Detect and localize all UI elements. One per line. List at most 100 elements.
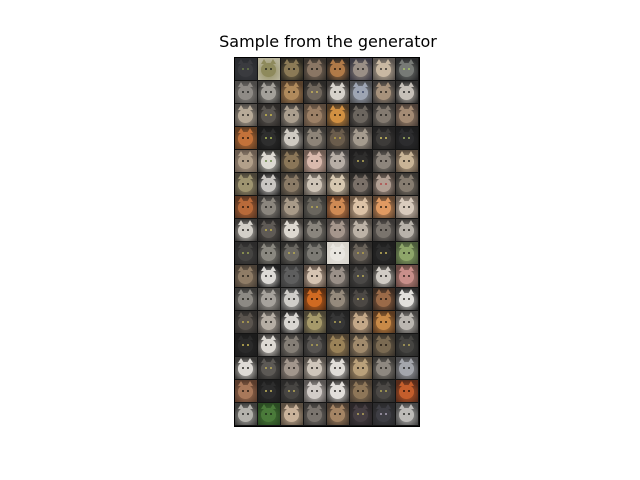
cat-eye bbox=[293, 390, 295, 392]
cat-eye bbox=[265, 321, 267, 323]
cat-ear bbox=[353, 266, 359, 271]
cat-eye bbox=[288, 367, 290, 369]
sample-image bbox=[281, 150, 303, 172]
sample-image bbox=[350, 81, 372, 103]
cat-ear bbox=[385, 381, 391, 386]
sample-image bbox=[373, 334, 395, 356]
cat-eye bbox=[270, 91, 272, 93]
cat-eye bbox=[403, 413, 405, 415]
cat-eye bbox=[311, 137, 313, 139]
sample-image bbox=[327, 403, 349, 425]
cat-face bbox=[238, 155, 253, 169]
cat-ear bbox=[316, 59, 322, 64]
cat-ear bbox=[284, 243, 290, 248]
cat-ear bbox=[399, 197, 405, 202]
cat-face bbox=[399, 63, 414, 77]
cat-ear bbox=[376, 243, 382, 248]
cat-eye bbox=[293, 275, 295, 277]
sample-image bbox=[350, 265, 372, 287]
cat-eye bbox=[311, 68, 313, 70]
cat-ear bbox=[247, 243, 253, 248]
cat-eye bbox=[311, 298, 313, 300]
cat-ear bbox=[362, 404, 368, 409]
cat-ear bbox=[284, 312, 290, 317]
sample-image bbox=[304, 196, 326, 218]
cat-eye bbox=[247, 137, 249, 139]
sample-image bbox=[258, 242, 280, 264]
cat-ear bbox=[261, 105, 267, 110]
cat-face bbox=[399, 247, 414, 261]
cat-ear bbox=[247, 266, 253, 271]
sample-image bbox=[281, 288, 303, 310]
sample-image bbox=[327, 58, 349, 80]
cat-ear bbox=[261, 289, 267, 294]
sample-image bbox=[235, 104, 257, 126]
cat-eye bbox=[247, 68, 249, 70]
cat-ear bbox=[339, 266, 345, 271]
cat-eye bbox=[380, 137, 382, 139]
sample-image bbox=[304, 219, 326, 241]
cat-face bbox=[284, 339, 299, 353]
cat-ear bbox=[385, 151, 391, 156]
cat-eye bbox=[242, 321, 244, 323]
cat-ear bbox=[238, 243, 244, 248]
cat-eye bbox=[362, 229, 364, 231]
cat-ear bbox=[247, 59, 253, 64]
cat-eye bbox=[270, 114, 272, 116]
cat-eye bbox=[293, 160, 295, 162]
cat-ear bbox=[284, 404, 290, 409]
sample-image bbox=[350, 219, 372, 241]
cat-ear bbox=[270, 197, 276, 202]
sample-image bbox=[350, 311, 372, 333]
sample-image bbox=[258, 81, 280, 103]
sample-image bbox=[327, 357, 349, 379]
cat-eye bbox=[408, 114, 410, 116]
cat-face bbox=[261, 86, 276, 100]
cat-eye bbox=[270, 137, 272, 139]
cat-face bbox=[376, 408, 391, 422]
cat-eye bbox=[403, 298, 405, 300]
cat-eye bbox=[247, 229, 249, 231]
cat-eye bbox=[403, 206, 405, 208]
cat-face bbox=[353, 270, 368, 284]
cat-eye bbox=[311, 367, 313, 369]
cat-eye bbox=[362, 114, 364, 116]
cat-eye bbox=[316, 344, 318, 346]
cat-ear bbox=[307, 243, 313, 248]
cat-face bbox=[330, 293, 345, 307]
cat-ear bbox=[353, 381, 359, 386]
cat-ear bbox=[238, 358, 244, 363]
cat-eye bbox=[311, 390, 313, 392]
sample-image bbox=[235, 127, 257, 149]
cat-ear bbox=[238, 335, 244, 340]
sample-image bbox=[281, 265, 303, 287]
cat-ear bbox=[238, 312, 244, 317]
sample-image bbox=[327, 380, 349, 402]
cat-eye bbox=[316, 298, 318, 300]
cat-ear bbox=[385, 289, 391, 294]
cat-ear bbox=[362, 335, 368, 340]
cat-ear bbox=[339, 404, 345, 409]
cat-face bbox=[307, 86, 322, 100]
cat-eye bbox=[408, 413, 410, 415]
sample-image bbox=[327, 173, 349, 195]
cat-eye bbox=[316, 160, 318, 162]
sample-image bbox=[304, 357, 326, 379]
sample-image bbox=[235, 380, 257, 402]
cat-ear bbox=[408, 59, 414, 64]
cat-face bbox=[284, 201, 299, 215]
cat-face bbox=[330, 132, 345, 146]
cat-ear bbox=[261, 220, 267, 225]
cat-ear bbox=[247, 220, 253, 225]
cat-eye bbox=[270, 321, 272, 323]
cat-eye bbox=[293, 91, 295, 93]
cat-eye bbox=[288, 160, 290, 162]
sample-image bbox=[235, 403, 257, 425]
cat-ear bbox=[316, 128, 322, 133]
cat-ear bbox=[399, 335, 405, 340]
cat-ear bbox=[247, 404, 253, 409]
cat-eye bbox=[247, 275, 249, 277]
cat-ear bbox=[316, 312, 322, 317]
cat-face bbox=[376, 339, 391, 353]
cat-eye bbox=[380, 298, 382, 300]
